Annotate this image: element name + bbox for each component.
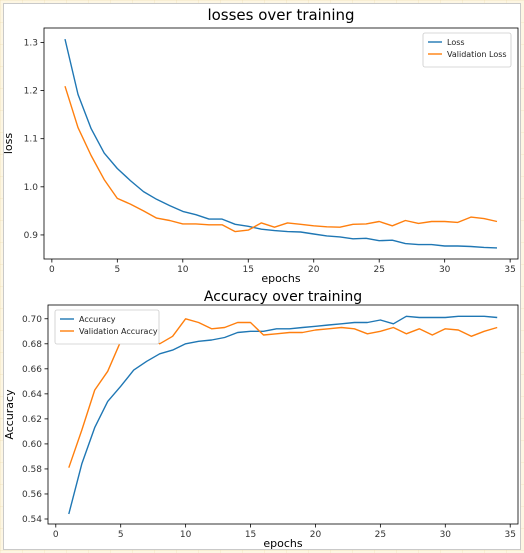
chart-1-y-tick-label: 0.68 bbox=[22, 340, 42, 350]
chart-0-title: losses over training bbox=[207, 6, 354, 24]
chart-1-legend-label-accuracy: Accuracy bbox=[79, 315, 116, 324]
chart-1-x-tick-label: 10 bbox=[180, 530, 192, 540]
chart-0-x-tick-label: 10 bbox=[177, 265, 189, 275]
chart-1-x-tick-label: 20 bbox=[310, 530, 322, 540]
chart-0-legend-label-loss: Loss bbox=[447, 38, 465, 47]
chart-1-y-tick-label: 0.54 bbox=[22, 515, 42, 525]
chart-1-y-tick-label: 0.66 bbox=[22, 365, 42, 375]
chart-1-y-tick-label: 0.56 bbox=[22, 490, 42, 500]
chart-0-x-tick-label: 30 bbox=[439, 265, 451, 275]
chart-1-x-tick-label: 0 bbox=[53, 530, 59, 540]
chart-0-y-axis-label: loss bbox=[2, 133, 15, 155]
chart-0-x-tick-label: 5 bbox=[114, 265, 120, 275]
chart-0-x-axis-label: epochs bbox=[261, 272, 300, 285]
chart-0-x-tick-label: 15 bbox=[243, 265, 254, 275]
chart-1-x-tick-label: 15 bbox=[245, 530, 256, 540]
chart-1-y-tick-label: 0.58 bbox=[22, 465, 42, 475]
chart-0-y-tick-label: 1.2 bbox=[24, 87, 38, 97]
chart-1-y-tick-label: 0.62 bbox=[22, 415, 42, 425]
chart-1-x-tick-label: 5 bbox=[118, 530, 124, 540]
chart-0-x-tick-label: 0 bbox=[49, 265, 55, 275]
losses-chart: losses over training 0 5 10 15 20 25 30 35 0.9 1.0… bbox=[2, 6, 519, 285]
chart-0-series-line-loss bbox=[64, 38, 498, 249]
chart-0-legend-box bbox=[422, 32, 512, 68]
chart-1-legend: Accuracy Validation Accuracy bbox=[54, 309, 160, 345]
chart-0-x-tick-label: 20 bbox=[308, 265, 320, 275]
chart-1-series-line-accuracy bbox=[68, 315, 498, 515]
chart-1-x-tick-label: 35 bbox=[504, 530, 515, 540]
chart-0-x-tick-label: 25 bbox=[373, 265, 384, 275]
chart-1-title: Accuracy over training bbox=[204, 289, 362, 305]
chart-1-legend-box bbox=[54, 309, 160, 345]
chart-1-y-axis-label: Accuracy bbox=[3, 389, 16, 440]
chart-0-legend: Loss Validation Loss bbox=[422, 32, 512, 68]
chart-1-y-tick-label: 0.64 bbox=[22, 390, 42, 400]
chart-1-axes-frame bbox=[47, 304, 519, 525]
chart-1-x-axis-label: epochs bbox=[263, 537, 302, 550]
chart-1-y-tick-label: 0.70 bbox=[22, 315, 42, 325]
figure-frame bbox=[3, 3, 521, 550]
chart-0-y-tick-label: 1.1 bbox=[24, 135, 38, 145]
chart-0-y-tick-label: 1.0 bbox=[24, 183, 39, 193]
chart-0-legend-label-validation-loss: Validation Loss bbox=[447, 50, 507, 59]
chart-0-y-tick-label: 1.3 bbox=[24, 38, 38, 48]
chart-1-y-tick-label: 0.60 bbox=[22, 440, 42, 450]
chart-0-series-line-validation-loss bbox=[64, 85, 498, 233]
accuracy-chart: Accuracy over training 0 5 10 15 20 25 30 35 0.54… bbox=[3, 289, 519, 550]
chart-1-legend-label-validation-accuracy: Validation Accuracy bbox=[79, 327, 158, 336]
chart-1-x-tick-label: 25 bbox=[375, 530, 386, 540]
chart-1-x-tick-label: 30 bbox=[440, 530, 452, 540]
chart-0-x-tick-label: 35 bbox=[504, 265, 515, 275]
chart-0-y-tick-label: 0.9 bbox=[24, 231, 39, 241]
chart-0-axes-frame bbox=[43, 27, 519, 260]
